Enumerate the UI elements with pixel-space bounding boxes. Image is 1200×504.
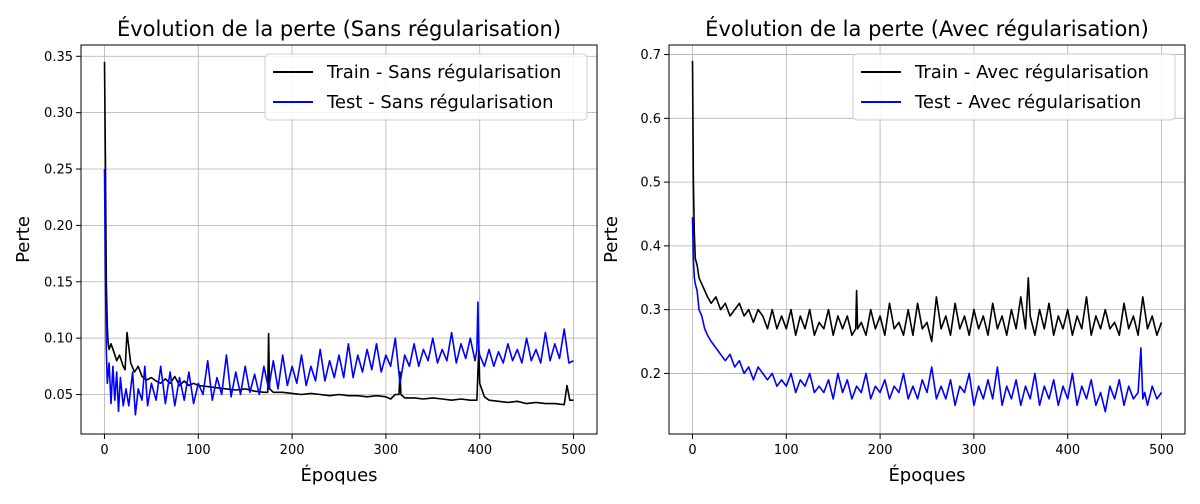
y-tick-label: 0.7 — [640, 48, 661, 63]
legend-label-train: Train - Avec régularisation — [914, 62, 1149, 83]
x-tick-label: 200 — [868, 443, 893, 458]
x-tick-label: 500 — [1149, 443, 1174, 458]
x-axis-label: Époques — [300, 464, 377, 486]
x-tick-label: 0 — [688, 443, 696, 458]
y-tick-label: 0.35 — [44, 50, 73, 65]
y-tick-label: 0.3 — [640, 303, 661, 318]
legend: Train - Avec régularisation Test - Avec r… — [852, 53, 1176, 121]
y-tick-label: 0.2 — [640, 367, 661, 382]
chart-title: Évolution de la perte (Avec régularisati… — [705, 16, 1149, 41]
x-tick-label: 200 — [280, 443, 305, 458]
x-axis-label: Époques — [888, 464, 965, 486]
plot-frame — [668, 44, 1186, 435]
y-tick-label: 0.10 — [44, 332, 73, 347]
series-line-train — [103, 61, 574, 406]
chart-title: Évolution de la perte (Sans régularisati… — [117, 16, 561, 41]
series-line-test — [103, 168, 574, 416]
x-tick-label: 500 — [561, 443, 586, 458]
y-tick-label: 0.5 — [640, 176, 661, 191]
legend-label-train: Train - Sans régularisation — [326, 62, 561, 83]
y-tick-label: 0.05 — [44, 388, 73, 403]
x-tick-label: 300 — [961, 443, 986, 458]
x-tick-label: 400 — [467, 443, 492, 458]
y-tick-label: 0.30 — [44, 106, 73, 121]
legend: Train - Sans régularisation Test - Sans r… — [264, 53, 588, 121]
y-tick-label: 0.6 — [640, 112, 661, 127]
legend-box — [852, 53, 1176, 121]
y-tick-label: 0.4 — [640, 239, 661, 254]
y-tick-label: 0.20 — [44, 219, 73, 234]
x-tick-label: 300 — [373, 443, 398, 458]
chart-avec-regularisation: 0 100 200 300 400 500 0.2 0.3 0.4 0.5 0.6 0.7 Évolut… — [601, 16, 1186, 486]
x-tick-label: 100 — [774, 443, 799, 458]
y-tick-label: 0.15 — [44, 275, 73, 290]
plot-frame — [80, 44, 598, 435]
series-line-test — [691, 217, 1163, 413]
y-axis-label: Perte — [601, 216, 622, 263]
series-line-train — [691, 60, 1163, 343]
x-tick-label: 100 — [186, 443, 211, 458]
y-axis-label: Perte — [13, 216, 34, 263]
legend-label-test: Test - Avec régularisation — [914, 92, 1141, 113]
legend-label-test: Test - Sans régularisation — [326, 92, 554, 113]
legend-box — [264, 53, 588, 121]
x-tick-label: 400 — [1055, 443, 1080, 458]
chart-sans-regularisation: 0 100 200 300 400 500 0.05 0.10 0.15 0.20 0.25 0.30… — [13, 16, 598, 486]
y-tick-label: 0.25 — [44, 163, 73, 178]
x-tick-label: 0 — [100, 443, 108, 458]
